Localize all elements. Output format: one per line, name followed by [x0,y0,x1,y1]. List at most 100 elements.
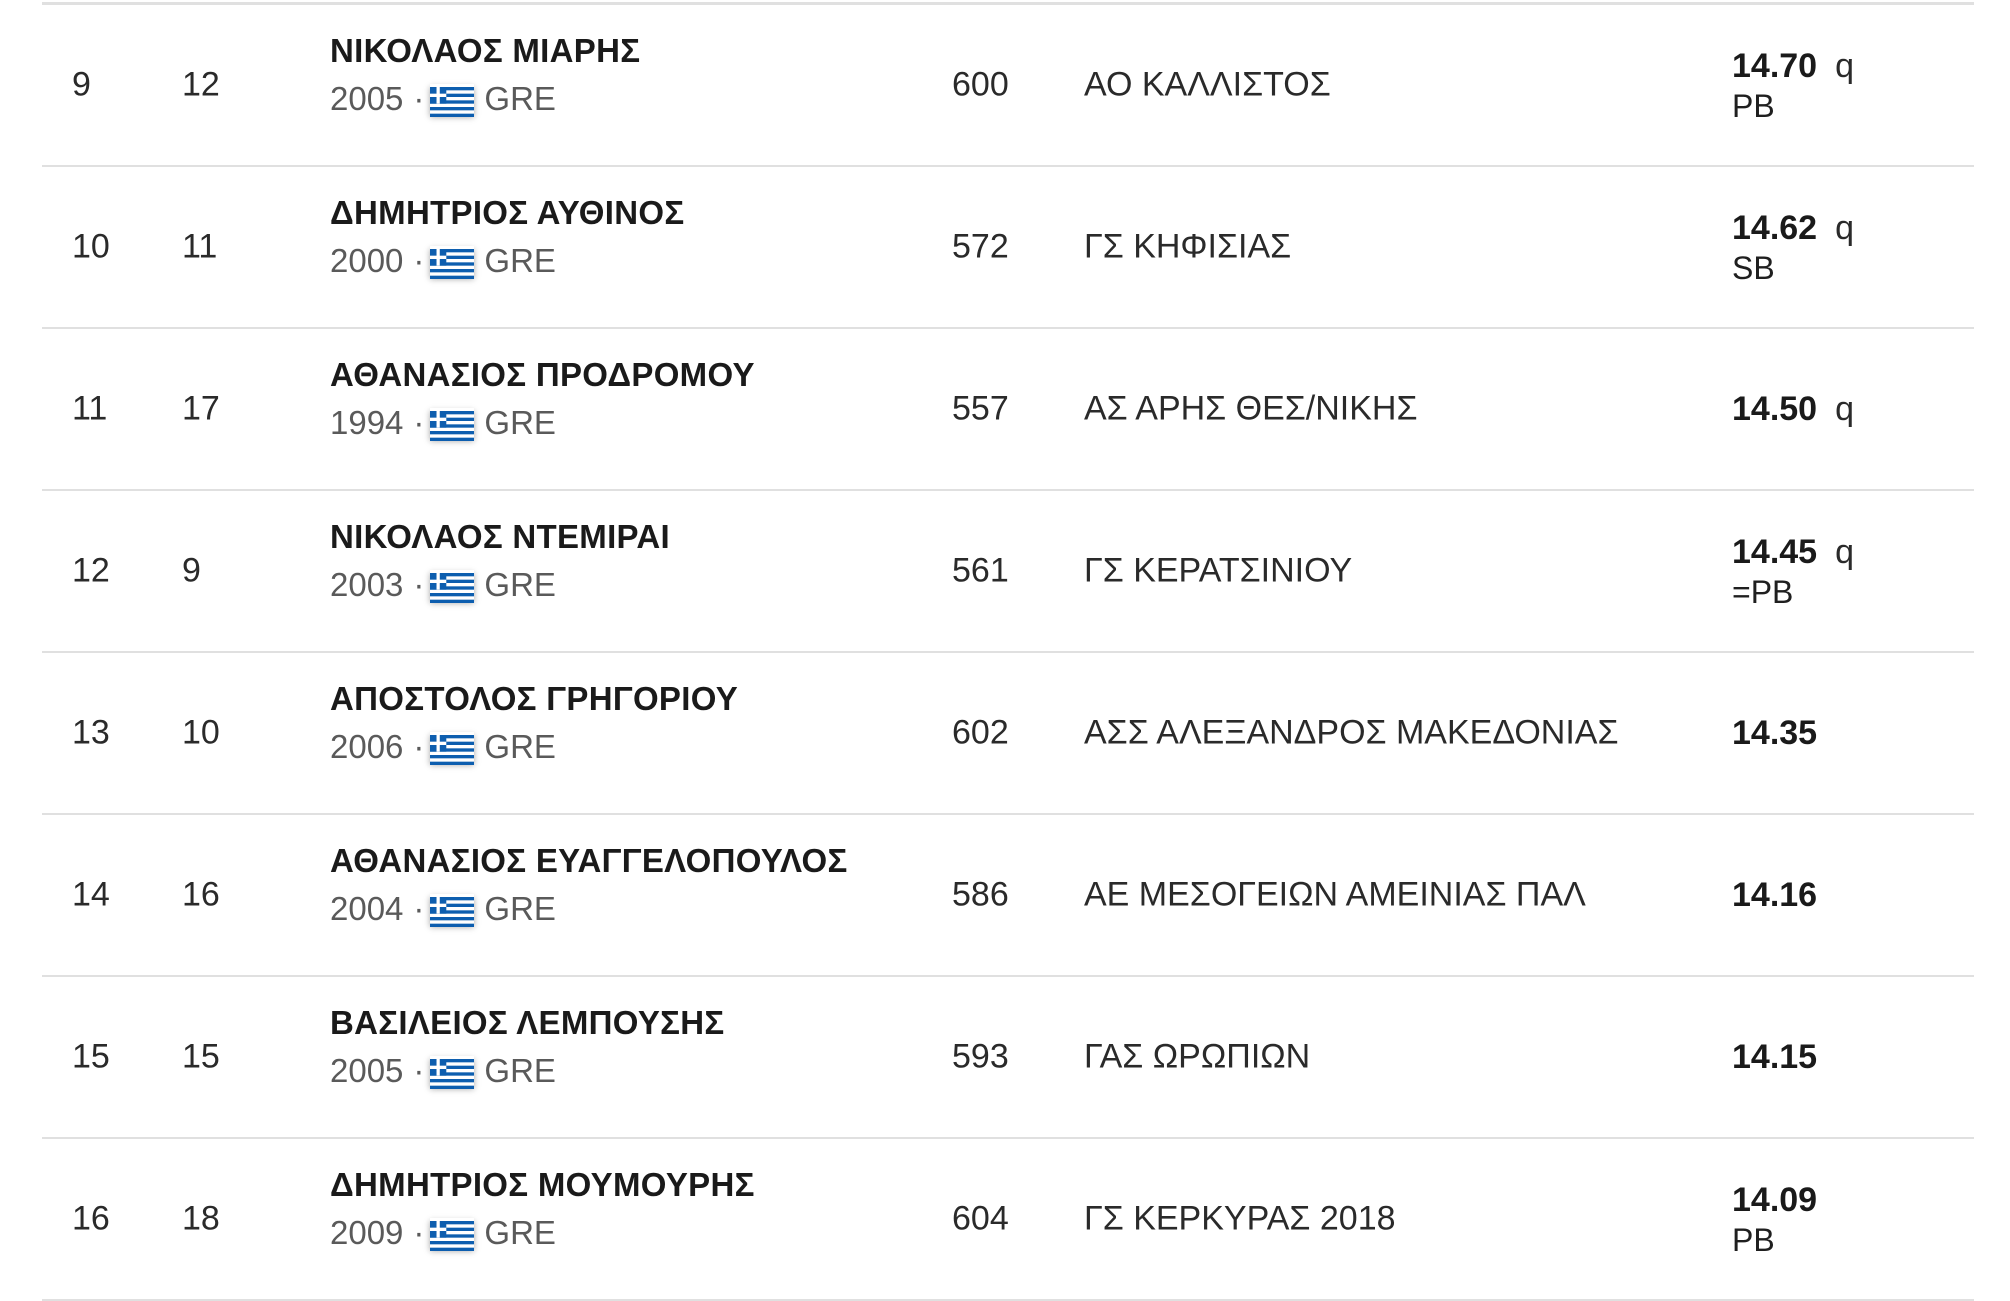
athlete-cell: ΝΙΚΟΛΑΟΣ ΝΤΕΜΙΡΑΙ 2003 · GRE [330,515,670,607]
greece-flag-icon [430,894,475,927]
table-row[interactable]: 13 10 ΑΠΟΣΤΟΛΟΣ ΓΡΗΓΟΡΙΟΥ 2006 · GRE 602… [42,653,1974,815]
result-mark-cell: 14.15 [1732,1036,1932,1078]
mark-line: 14.50 q [1732,388,1932,430]
athlete-meta: 2003 · GRE [330,563,670,607]
table-row[interactable]: 16 18 ΔΗΜΗΤΡΙΟΣ ΜΟΥΜΟΥΡΗΣ 2009 · GRE 604… [42,1139,1974,1301]
lane: 9 [182,551,201,590]
athlete-meta: 2009 · GRE [330,1211,755,1255]
mark-line: 14.09 [1732,1179,1932,1221]
club-name: ΑΟ ΚΑΛΛΙΣΤΟΣ [1084,65,1331,104]
birth-year: 2004 [330,890,404,927]
club-name: ΑΣ ΑΡΗΣ ΘΕΣ/ΝΙΚΗΣ [1084,389,1418,428]
athlete-name[interactable]: ΑΠΟΣΤΟΛΟΣ ΓΡΗΓΟΡΙΟΥ [330,680,739,717]
lane: 18 [182,1199,220,1238]
position: 9 [72,65,91,104]
birth-year: 2005 [330,1052,404,1089]
athlete-name[interactable]: ΔΗΜΗΤΡΙΟΣ ΑΥΘΙΝΟΣ [330,194,685,231]
result-mark-cell: 14.45 q =PB [1732,531,1932,611]
mark-line: 14.62 q [1732,207,1932,249]
position: 14 [72,875,110,914]
birth-year: 2000 [330,242,404,279]
qualification-flag: q [1835,47,1855,85]
table-row[interactable]: 15 15 ΒΑΣΙΛΕΙΟΣ ΛΕΜΠΟΥΣΗΣ 2005 · GRE 593… [42,977,1974,1139]
position: 15 [72,1037,110,1076]
bib-number: 572 [952,227,1009,266]
separator-dot: · [413,404,425,441]
athlete-name[interactable]: ΑΘΑΝΑΣΙΟΣ ΠΡΟΔΡΟΜΟΥ [330,356,755,393]
club-name: ΓΣ ΚΕΡΑΤΣΙΝΙΟΥ [1084,551,1353,590]
athlete-name[interactable]: ΑΘΑΝΑΣΙΟΣ ΕΥΑΓΓΕΛΟΠΟΥΛΟΣ [330,842,848,879]
club-name: ΓΣ ΚΗΦΙΣΙΑΣ [1084,227,1292,266]
separator-dot: · [413,566,425,603]
separator-dot: · [413,890,425,927]
record-note: PB [1732,88,1775,124]
result-mark: 14.15 [1732,1038,1818,1076]
table-divider [42,2,1974,5]
club-name: ΑΣΣ ΑΛΕΞΑΝΔΡΟΣ ΜΑΚΕΔΟΝΙΑΣ [1084,713,1619,752]
club-name: ΑΕ ΜΕΣΟΓΕΙΩΝ ΑΜΕΙΝΙΑΣ ΠΑΛ [1084,875,1586,914]
result-mark: 14.09 [1732,1181,1818,1219]
athlete-meta: 2004 · GRE [330,887,848,931]
results-table: 9 12 ΝΙΚΟΛΑΟΣ ΜΙΑΡΗΣ 2005 · GRE 600 ΑΟ Κ… [42,0,1974,1301]
club-name: ΓΑΣ ΩΡΩΠΙΩΝ [1084,1037,1311,1076]
table-row[interactable]: 10 11 ΔΗΜΗΤΡΙΟΣ ΑΥΘΙΝΟΣ 2000 · GRE 572 Γ… [42,167,1974,329]
record-note: =PB [1732,574,1794,610]
bib-number: 604 [952,1199,1009,1238]
qualification-flag: q [1835,533,1855,571]
athlete-name[interactable]: ΒΑΣΙΛΕΙΟΣ ΛΕΜΠΟΥΣΗΣ [330,1004,725,1041]
result-mark-cell: 14.62 q SB [1732,207,1932,287]
result-mark-cell: 14.50 q [1732,388,1932,430]
athlete-cell: ΑΘΑΝΑΣΙΟΣ ΠΡΟΔΡΟΜΟΥ 1994 · GRE [330,353,755,445]
greece-flag-icon [430,84,475,117]
separator-dot: · [413,80,425,117]
separator-dot: · [413,1052,425,1089]
birth-year: 2005 [330,80,404,117]
country-code: GRE [484,1214,556,1251]
athlete-name[interactable]: ΝΙΚΟΛΑΟΣ ΝΤΕΜΙΡΑΙ [330,518,671,555]
result-mark-cell: 14.35 [1732,712,1932,754]
country-code: GRE [484,80,556,117]
position: 13 [72,713,110,752]
country-code: GRE [484,242,556,279]
athlete-cell: ΑΠΟΣΤΟΛΟΣ ΓΡΗΓΟΡΙΟΥ 2006 · GRE [330,677,738,769]
birth-year: 1994 [330,404,404,441]
position: 10 [72,227,110,266]
athlete-cell: ΝΙΚΟΛΑΟΣ ΜΙΑΡΗΣ 2005 · GRE [330,29,640,121]
table-row[interactable]: 9 12 ΝΙΚΟΛΑΟΣ ΜΙΑΡΗΣ 2005 · GRE 600 ΑΟ Κ… [42,5,1974,167]
athlete-meta: 2005 · GRE [330,77,640,121]
athlete-cell: ΑΘΑΝΑΣΙΟΣ ΕΥΑΓΓΕΛΟΠΟΥΛΟΣ 2004 · GRE [330,839,848,931]
greece-flag-icon [430,246,475,279]
record-note: PB [1732,1222,1775,1258]
result-mark: 14.45 [1732,533,1818,571]
position: 16 [72,1199,110,1238]
bib-number: 586 [952,875,1009,914]
athlete-meta: 1994 · GRE [330,401,755,445]
result-mark-cell: 14.09 PB [1732,1179,1932,1259]
table-row[interactable]: 14 16 ΑΘΑΝΑΣΙΟΣ ΕΥΑΓΓΕΛΟΠΟΥΛΟΣ 2004 · GR… [42,815,1974,977]
position: 12 [72,551,110,590]
athlete-name[interactable]: ΝΙΚΟΛΑΟΣ ΜΙΑΡΗΣ [330,32,641,69]
bib-number: 602 [952,713,1009,752]
lane: 15 [182,1037,220,1076]
greece-flag-icon [430,1056,475,1089]
result-mark: 14.50 [1732,390,1818,428]
athlete-meta: 2000 · GRE [330,239,684,283]
mark-line: 14.16 [1732,874,1932,916]
result-mark: 14.35 [1732,714,1818,752]
club-name: ΓΣ ΚΕΡΚΥΡΑΣ 2018 [1084,1199,1396,1238]
table-row[interactable]: 12 9 ΝΙΚΟΛΑΟΣ ΝΤΕΜΙΡΑΙ 2003 · GRE 561 ΓΣ… [42,491,1974,653]
bib-number: 600 [952,65,1009,104]
lane: 17 [182,389,220,428]
lane: 16 [182,875,220,914]
table-row[interactable]: 11 17 ΑΘΑΝΑΣΙΟΣ ΠΡΟΔΡΟΜΟΥ 1994 · GRE 557… [42,329,1974,491]
bib-number: 557 [952,389,1009,428]
athlete-cell: ΒΑΣΙΛΕΙΟΣ ΛΕΜΠΟΥΣΗΣ 2005 · GRE [330,1001,724,1093]
birth-year: 2009 [330,1214,404,1251]
lane: 12 [182,65,220,104]
athlete-name[interactable]: ΔΗΜΗΤΡΙΟΣ ΜΟΥΜΟΥΡΗΣ [330,1166,755,1203]
results-rows: 9 12 ΝΙΚΟΛΑΟΣ ΜΙΑΡΗΣ 2005 · GRE 600 ΑΟ Κ… [42,5,1974,1301]
athlete-meta: 2006 · GRE [330,725,738,769]
result-mark-cell: 14.70 q PB [1732,45,1932,125]
greece-flag-icon [430,732,475,765]
mark-line: 14.15 [1732,1036,1932,1078]
